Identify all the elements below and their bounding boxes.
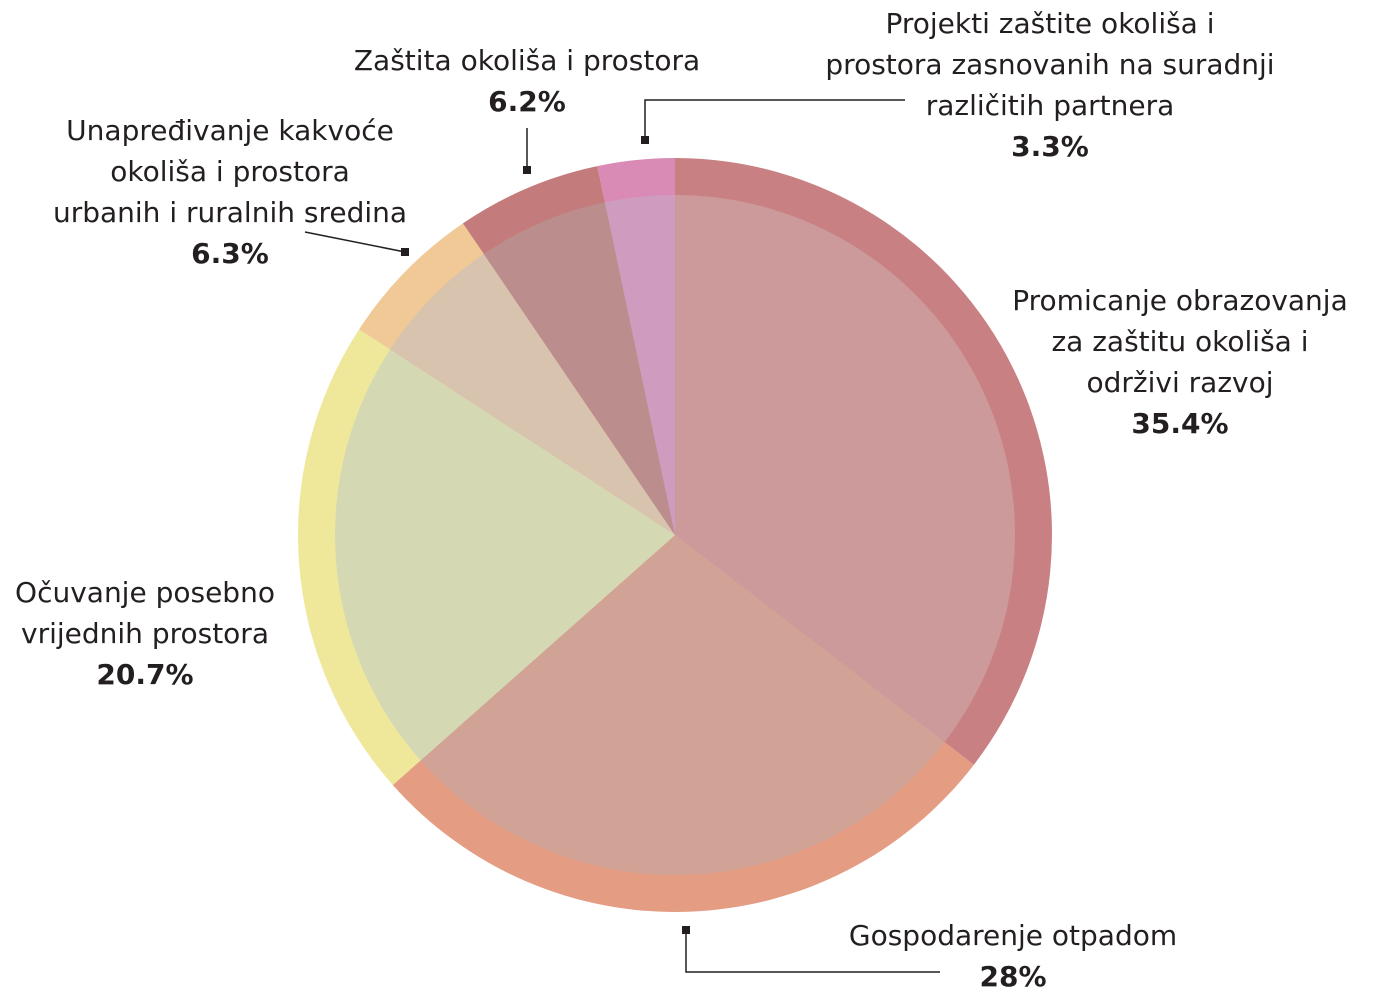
- slice-label: Gospodarenje otpadom 28%: [849, 915, 1177, 997]
- leader-line: [304, 231, 406, 253]
- leader-marker: [401, 248, 409, 256]
- slice-label: Projekti zaštite okoliša i prostora zasn…: [825, 3, 1274, 167]
- leader-markers: [401, 136, 690, 934]
- value-label: 6.2%: [488, 85, 566, 118]
- category-label: Gospodarenje otpadom: [848, 919, 1178, 952]
- slice-label: Unapređivanje kakvoće okoliša i prostora…: [53, 110, 407, 274]
- slice-label: Zaštita okoliša i prostora 6.2%: [354, 40, 700, 122]
- value-label: 6.3%: [191, 237, 269, 270]
- slice: [675, 195, 1015, 743]
- value-label: 20.7%: [96, 658, 194, 691]
- slice-label: Promicanje obrazovanja za zaštitu okoliš…: [1012, 280, 1348, 444]
- leader-marker: [523, 166, 531, 174]
- category-label: Zaštita okoliša i prostora: [353, 44, 701, 77]
- category-label: Projekti zaštite okoliša i prostora zasn…: [825, 7, 1275, 122]
- category-label: Promicanje obrazovanja za zaštitu okoliš…: [1012, 284, 1348, 399]
- leader-marker: [682, 926, 690, 934]
- category-label: Očuvanje posebno vrijednih prostora: [15, 576, 275, 650]
- value-label: 3.3%: [1011, 130, 1089, 163]
- slice: [420, 535, 945, 875]
- category-label: Unapređivanje kakvoće okoliša i prostora…: [52, 114, 408, 229]
- slice: [604, 195, 675, 535]
- leader-line: [685, 930, 940, 973]
- leader-lines: [304, 99, 940, 973]
- leader-line: [644, 99, 905, 140]
- slice-label: Očuvanje posebno vrijednih prostora 20.7%: [15, 572, 275, 695]
- slice: [483, 202, 675, 535]
- value-label: 28%: [979, 960, 1047, 993]
- slice: [390, 253, 675, 535]
- leader-marker: [641, 136, 649, 144]
- value-label: 35.4%: [1131, 407, 1229, 440]
- slice: [335, 349, 675, 761]
